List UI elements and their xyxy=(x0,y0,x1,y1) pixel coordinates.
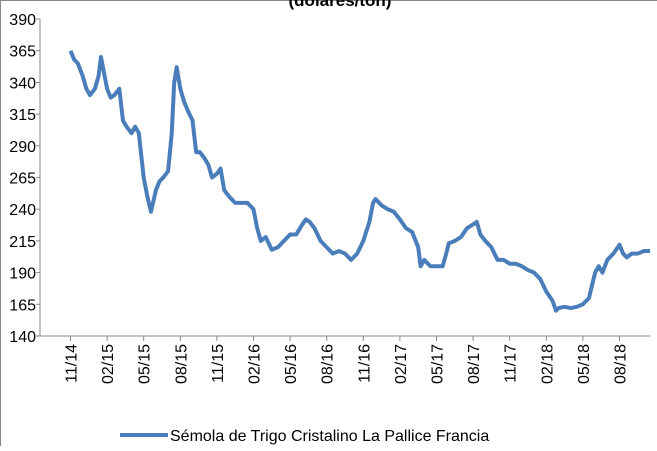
x-tick-label: 02/16 xyxy=(247,344,264,384)
y-tick-label: 240 xyxy=(9,202,36,219)
x-tick-label: 11/16 xyxy=(356,344,373,383)
x-tick-label: 11/17 xyxy=(503,344,520,383)
line xyxy=(71,51,651,311)
x-tick-label: 08/18 xyxy=(613,344,630,384)
y-tick-label: 365 xyxy=(9,44,36,61)
x-tick-label: 05/17 xyxy=(430,344,447,384)
y-tick-label: 190 xyxy=(9,266,36,283)
x-tick-label: 05/16 xyxy=(283,344,300,384)
x-tick-label: 08/15 xyxy=(173,344,190,384)
x-tick-label: 08/17 xyxy=(466,344,483,384)
y-tick-label: 315 xyxy=(9,107,36,124)
y-tick-label: 215 xyxy=(9,234,36,251)
y-tick-label: 265 xyxy=(9,171,36,188)
x-tick-label: 02/18 xyxy=(539,344,556,384)
chart-title: (dólares/ton) xyxy=(289,0,392,10)
x-tick-label: 05/18 xyxy=(576,344,593,384)
x-tick-label: 02/17 xyxy=(393,344,410,384)
y-tick-label: 140 xyxy=(9,329,36,346)
x-tick-label: 11/14 xyxy=(64,344,81,383)
y-tick-label: 340 xyxy=(9,75,36,92)
y-tick-label: 390 xyxy=(9,12,36,29)
x-tick-label: 05/15 xyxy=(137,344,154,384)
y-tick-label: 165 xyxy=(9,297,36,314)
legend-label: Sémola de Trigo Cristalino La Pallice Fr… xyxy=(170,428,489,445)
x-tick-label: 02/15 xyxy=(100,344,117,384)
x-tick-label: 08/16 xyxy=(320,344,337,384)
y-tick-label: 290 xyxy=(9,139,36,156)
x-tick-label: 11/15 xyxy=(210,344,227,383)
